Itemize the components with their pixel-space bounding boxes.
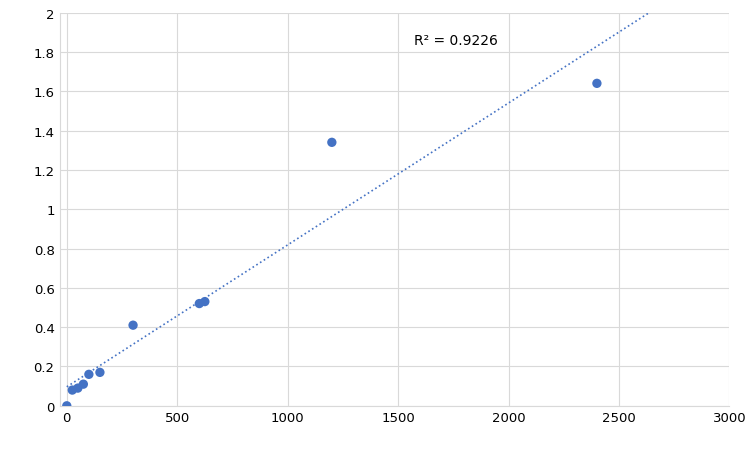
- Point: [193, 300, 205, 308]
- Point: [199, 298, 211, 305]
- Point: [83, 371, 95, 378]
- Point: [66, 387, 78, 394]
- Point: [94, 369, 106, 376]
- Point: [326, 139, 338, 147]
- Point: [61, 402, 73, 410]
- Text: R² = 0.9226: R² = 0.9226: [414, 34, 498, 48]
- Point: [77, 381, 89, 388]
- Point: [71, 385, 83, 392]
- Point: [591, 81, 603, 88]
- Point: [127, 322, 139, 329]
